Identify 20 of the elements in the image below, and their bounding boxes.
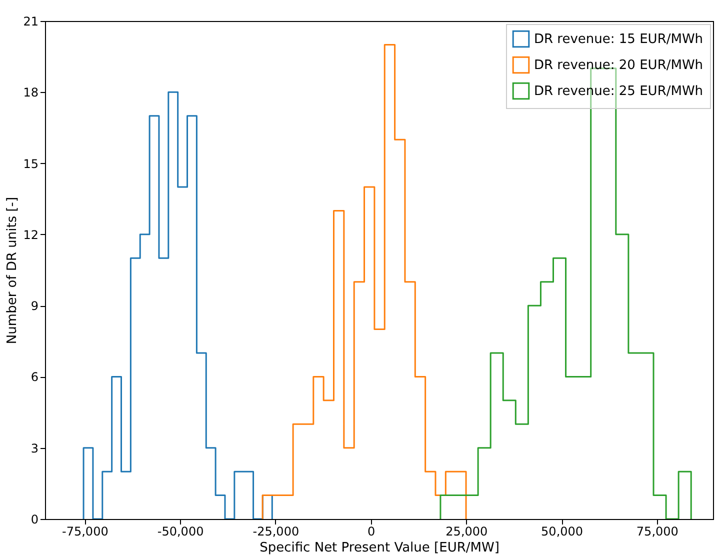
y-tick-label: 21 — [23, 14, 38, 28]
y-tick-label: 6 — [30, 370, 38, 384]
legend-label: DR revenue: 25 EUR/MWh — [534, 84, 704, 99]
x-tick-label: 75,000 — [636, 524, 678, 538]
y-tick-label: 18 — [23, 86, 38, 100]
y-tick-label: 12 — [23, 228, 38, 242]
y-tick-label: 15 — [23, 156, 38, 171]
y-tick-label: 0 — [30, 512, 38, 526]
x-tick-label: 50,000 — [541, 524, 584, 538]
x-tick-label: -75,000 — [62, 524, 108, 538]
x-tick-label: 25,000 — [446, 524, 488, 538]
y-axis-title: Number of DR units [-] — [5, 196, 20, 344]
x-tick-label: 0 — [367, 524, 376, 538]
y-tick-label: 9 — [30, 299, 38, 314]
x-tick-label: -25,000 — [252, 524, 300, 538]
y-tick-label: 3 — [30, 441, 38, 456]
legend-label: DR revenue: 15 EUR/MWh — [534, 32, 704, 47]
x-axis-title: Specific Net Present Value [EUR/MW] — [260, 540, 500, 556]
legend-label: DR revenue: 20 EUR/MWh — [534, 58, 704, 73]
x-tick-label: -50,000 — [157, 524, 204, 538]
